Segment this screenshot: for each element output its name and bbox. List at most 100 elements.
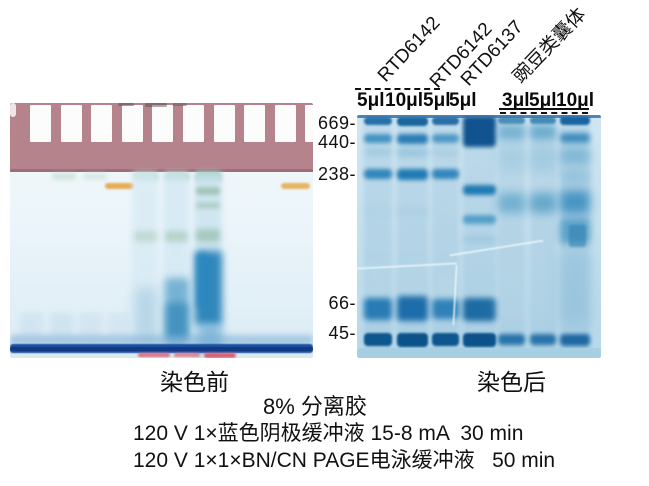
lane-3-band	[432, 169, 459, 179]
lane-1-band	[364, 207, 392, 217]
lane-4-band	[463, 215, 496, 224]
lane-7-band	[560, 116, 590, 125]
lane-5-band	[498, 125, 525, 140]
pen-mark	[145, 103, 167, 107]
volume-label-4: 5μl	[449, 90, 477, 111]
volume-label-5: 3μl	[502, 90, 530, 111]
lane-5	[498, 117, 525, 350]
lane-7-band	[560, 133, 590, 143]
lane-5-band	[498, 145, 525, 171]
mw-marker-440: 440-	[317, 132, 356, 152]
red-dye-spot	[138, 353, 170, 357]
lane-3-band	[432, 333, 459, 346]
faint-smudge	[50, 313, 73, 337]
mw-marker-66: 66-	[328, 293, 356, 313]
green-band	[196, 229, 220, 242]
lane-6-band	[530, 255, 556, 320]
comb-bottom-edge	[10, 169, 313, 172]
lane-2-band	[397, 169, 428, 180]
lane-5-band	[498, 255, 525, 320]
caption-after-staining: 染色后	[477, 369, 546, 395]
lane-5-band	[498, 193, 525, 213]
orange-band	[105, 183, 134, 189]
gel-comb	[10, 103, 313, 172]
gel-photo-after-staining	[357, 115, 601, 358]
zigzag-mark	[569, 225, 586, 247]
sample-label-4: 豌豆类囊体	[509, 4, 591, 88]
caption-before-staining: 染色前	[160, 369, 229, 395]
dye-front-halo	[10, 335, 313, 345]
mw-marker-669: 669-	[317, 113, 356, 133]
pen-mark	[118, 103, 134, 106]
lane-7-band	[560, 250, 590, 325]
lane-2-band	[397, 296, 428, 321]
comb-well-slot	[183, 105, 204, 142]
lane-2-band	[397, 134, 428, 144]
lane-7-band	[560, 334, 590, 346]
red-dye-spot	[174, 353, 200, 357]
lane-3-band	[432, 134, 459, 143]
lane-4-band	[463, 185, 496, 195]
lane-4-band	[463, 116, 496, 147]
comb-well-slot	[60, 105, 82, 142]
footer-run-condition-2: 120 V 1×1×BN/CN PAGE电泳缓冲液 50 min	[133, 449, 556, 472]
pen-mark	[173, 103, 187, 106]
volume-label-1: 5μl	[357, 90, 385, 111]
lane-group-line	[500, 112, 588, 114]
mw-marker-45: 45-	[328, 323, 356, 343]
lane-6-band	[530, 145, 556, 171]
lane-2-band	[397, 333, 428, 347]
lane-1-band	[364, 265, 392, 300]
blue-smear	[166, 303, 188, 341]
lane-6-band	[530, 125, 556, 140]
volume-label-7: 10μl	[556, 90, 595, 111]
orange-band	[281, 183, 310, 189]
red-dye-spot	[204, 353, 236, 358]
lane-6-band	[530, 117, 556, 124]
lane-group-line	[499, 108, 589, 110]
dye-front-core	[10, 347, 313, 351]
faint-smudge	[108, 313, 131, 337]
lane-6	[530, 117, 556, 350]
footer-run-condition-1: 120 V 1×蓝色阴极缓冲液 15-8 mA 30 min	[133, 422, 524, 445]
comb-well-slot	[305, 105, 313, 142]
lane-1-band	[364, 298, 392, 320]
comb-well-slot	[30, 105, 51, 142]
lane-7-band	[560, 147, 590, 165]
lane-4-band	[463, 236, 496, 243]
lane-4-band	[463, 298, 496, 321]
lane-4-band	[463, 333, 496, 347]
comb-well-slot	[152, 105, 174, 142]
green-band	[165, 231, 188, 242]
lane-5-band	[498, 117, 525, 124]
photo-notch	[10, 103, 16, 117]
blue-smear	[135, 288, 157, 343]
lane-3-band	[432, 299, 459, 319]
faint-green-band	[52, 173, 76, 180]
mw-marker-labels: 669- 440- 238- 66- 45-	[314, 0, 356, 486]
faint-green-band	[83, 173, 107, 180]
gel-photo-before-staining	[10, 103, 313, 358]
comb-well-slot	[274, 105, 296, 142]
comb-well-slot	[213, 105, 235, 142]
lane-6-band	[530, 193, 556, 213]
mw-marker-238: 238-	[317, 164, 356, 184]
gel-bottom-strip	[357, 348, 601, 358]
lane-7-band	[560, 170, 590, 183]
volume-label-3: 5μl	[423, 90, 451, 111]
lane-2-band	[397, 207, 428, 217]
lane-2-band	[397, 117, 428, 126]
faint-smudge	[20, 313, 43, 337]
green-band	[196, 202, 220, 209]
lane-3-band	[432, 117, 459, 125]
volume-label-6: 5μl	[529, 90, 557, 111]
lane-1-band	[364, 333, 392, 346]
gel-top-edge	[357, 115, 601, 118]
volume-label-2: 10μl	[385, 90, 424, 111]
lane-group-line	[355, 88, 440, 90]
comb-well-slot	[244, 105, 266, 142]
footer-gel-percentage: 8% 分离胶	[263, 394, 367, 419]
dark-blue-blob	[197, 253, 207, 308]
lane-5-band	[498, 334, 525, 345]
